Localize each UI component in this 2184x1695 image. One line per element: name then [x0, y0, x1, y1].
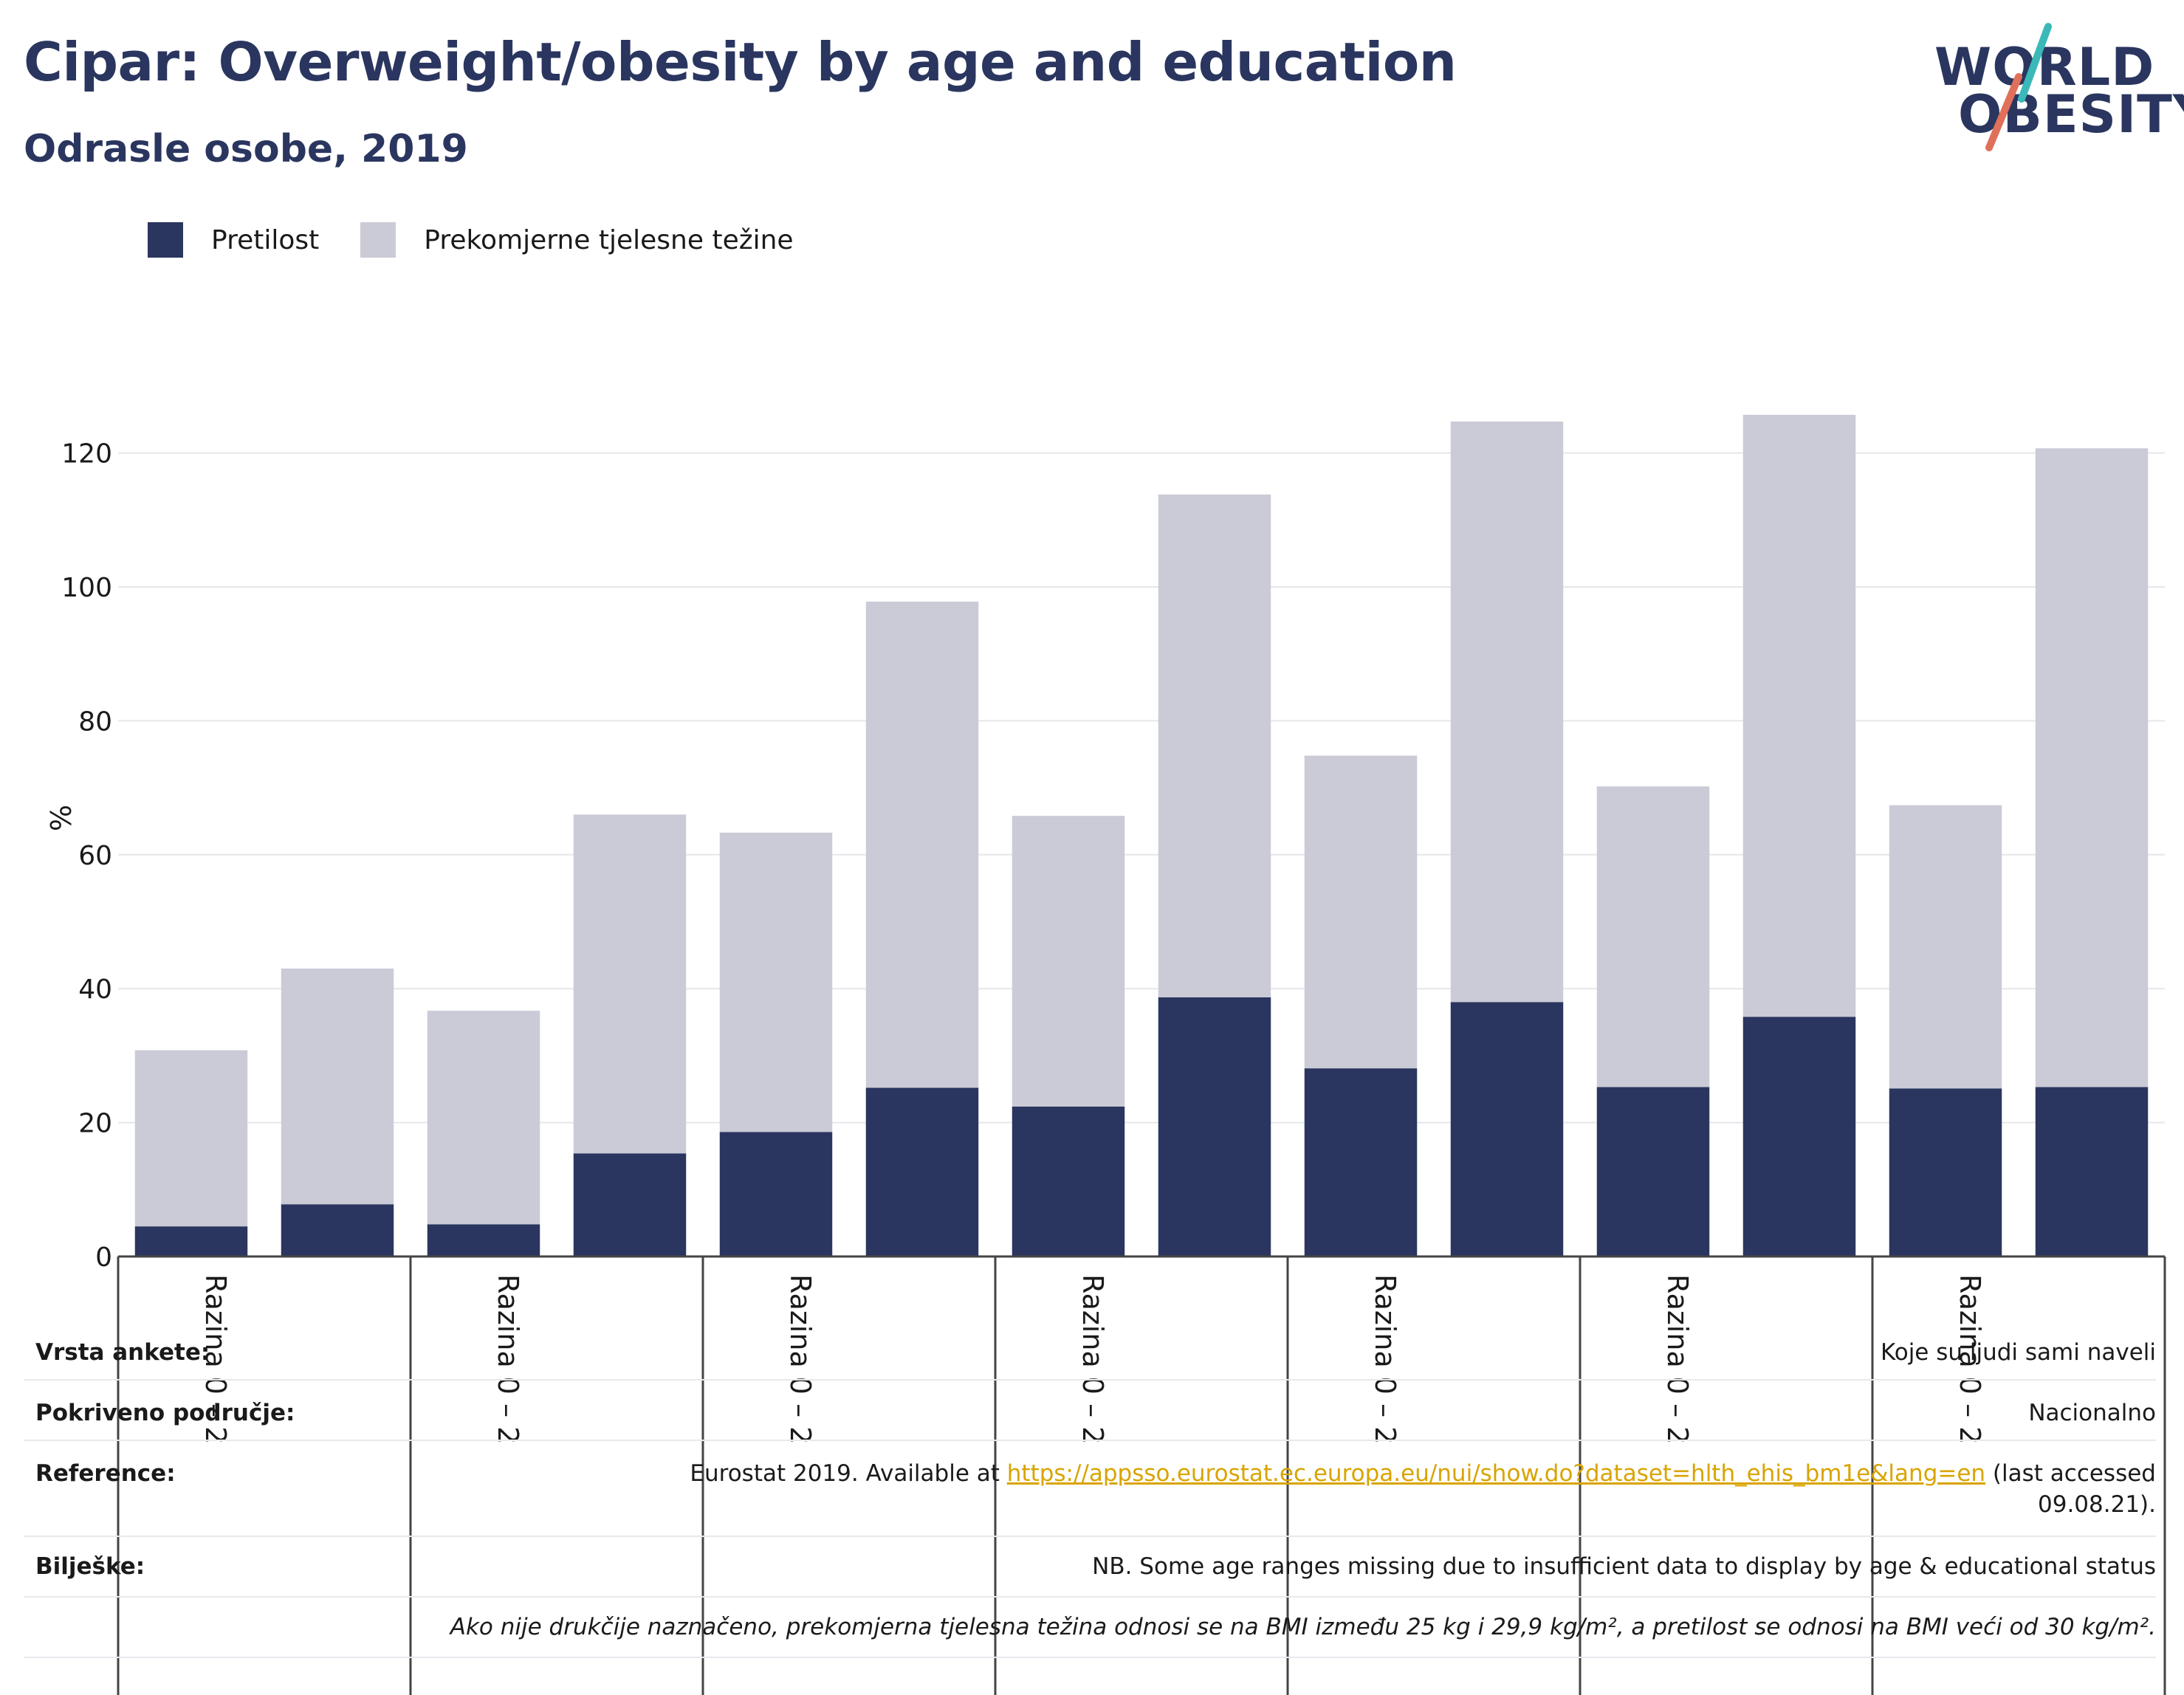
bar-overweight	[1158, 494, 1271, 997]
bar-overweight	[427, 1011, 540, 1225]
table-divider	[24, 1596, 2156, 1598]
group-label: Razina 0 – 2	[784, 1274, 817, 1444]
bar-obesity	[1158, 997, 1271, 1256]
table-divider	[24, 1657, 2156, 1658]
reference-date: 09.08.21).	[2038, 1491, 2156, 1518]
bar-obesity	[719, 1132, 833, 1256]
bar-overweight	[719, 832, 833, 1132]
world-obesity-logo: WORLD OBESITY	[1927, 22, 2184, 155]
survey-type-value: Koje su ljudi sami naveli	[1880, 1339, 2156, 1366]
group-label: Razina 0 – 2	[199, 1274, 232, 1444]
definition-text: Ako nije drukčije naznačeno, prekomjerna…	[450, 1614, 2156, 1640]
group-label: Razina 0 – 2	[1661, 1274, 1694, 1444]
legend-swatch-obesity	[148, 222, 183, 258]
legend-swatch-overweight	[360, 222, 396, 258]
bar-overweight	[281, 968, 394, 1205]
group-label: Razina 0 – 2	[1369, 1274, 1401, 1444]
bar-overweight	[134, 1050, 248, 1227]
y-tick-label: 100	[61, 573, 112, 603]
bar-overweight	[1889, 805, 2002, 1089]
bar-obesity	[1889, 1088, 2002, 1256]
bar-obesity	[1012, 1106, 1125, 1256]
y-tick-label: 80	[78, 706, 112, 737]
chart-subtitle: Odrasle osobe, 2019	[24, 127, 468, 171]
reference-prefix: Eurostat 2019. Available at	[690, 1460, 1007, 1487]
bar-overweight	[1742, 414, 1856, 1017]
legend-label-overweight: Prekomjerne tjelesne težine	[424, 224, 794, 255]
notes-label: Bilješke:	[35, 1553, 145, 1580]
group-label: Razina 0 – 2	[1076, 1274, 1109, 1444]
reference-suffix: (last accessed	[1985, 1460, 2156, 1487]
table-divider	[24, 1536, 2156, 1537]
logo-slash-icon	[1985, 23, 2052, 151]
bar-obesity	[1742, 1017, 1856, 1256]
y-tick-label: 40	[78, 974, 112, 1005]
y-tick-label: 0	[95, 1242, 112, 1273]
y-axis-title: %	[44, 805, 76, 831]
bar-obesity	[134, 1226, 248, 1256]
bar-overweight	[1450, 421, 1564, 1003]
group-label: Razina 0 – 2	[1954, 1274, 1986, 1444]
bar-overweight	[573, 814, 687, 1154]
bar-obesity	[1304, 1068, 1418, 1256]
coverage-value: Nacionalno	[2028, 1400, 2156, 1426]
bar-obesity	[865, 1087, 979, 1256]
bar-overweight	[1012, 816, 1125, 1107]
group-label: Razina 0 – 2	[492, 1274, 524, 1444]
bar-obesity	[1596, 1087, 1710, 1256]
legend-item-overweight: Prekomjerne tjelesne težine	[360, 222, 794, 258]
reference-value: Eurostat 2019. Available at https://apps…	[690, 1460, 2156, 1487]
bar-obesity	[281, 1204, 394, 1256]
notes-value: NB. Some age ranges missing due to insuf…	[1092, 1553, 2156, 1580]
y-tick-label: 20	[78, 1109, 112, 1139]
bar-obesity	[573, 1153, 687, 1256]
bar-overweight	[1596, 786, 1710, 1087]
bar-overweight	[865, 601, 979, 1088]
bar-overweight	[2035, 448, 2149, 1087]
bar-obesity	[427, 1224, 540, 1256]
table-divider	[24, 1440, 2156, 1441]
logo-text-world: WORLD	[1934, 37, 2155, 97]
legend: Pretilost Prekomjerne tjelesne težine	[148, 220, 835, 260]
bar-obesity	[1450, 1002, 1564, 1256]
legend-item-obesity: Pretilost	[148, 222, 319, 258]
survey-type-label: Vrsta ankete:	[35, 1339, 210, 1366]
table-divider	[24, 1379, 2156, 1381]
reference-label: Reference:	[35, 1460, 176, 1487]
bar-overweight	[1304, 755, 1418, 1069]
chart-title: Cipar: Overweight/obesity by age and edu…	[24, 31, 1457, 93]
legend-label-obesity: Pretilost	[211, 224, 320, 255]
reference-link[interactable]: https://appsso.eurostat.ec.europa.eu/nui…	[1006, 1460, 1986, 1487]
coverage-label: Pokriveno područje:	[35, 1400, 295, 1426]
y-tick-label: 60	[78, 841, 112, 871]
y-tick-label: 120	[61, 439, 112, 470]
bar-obesity	[2035, 1087, 2149, 1256]
